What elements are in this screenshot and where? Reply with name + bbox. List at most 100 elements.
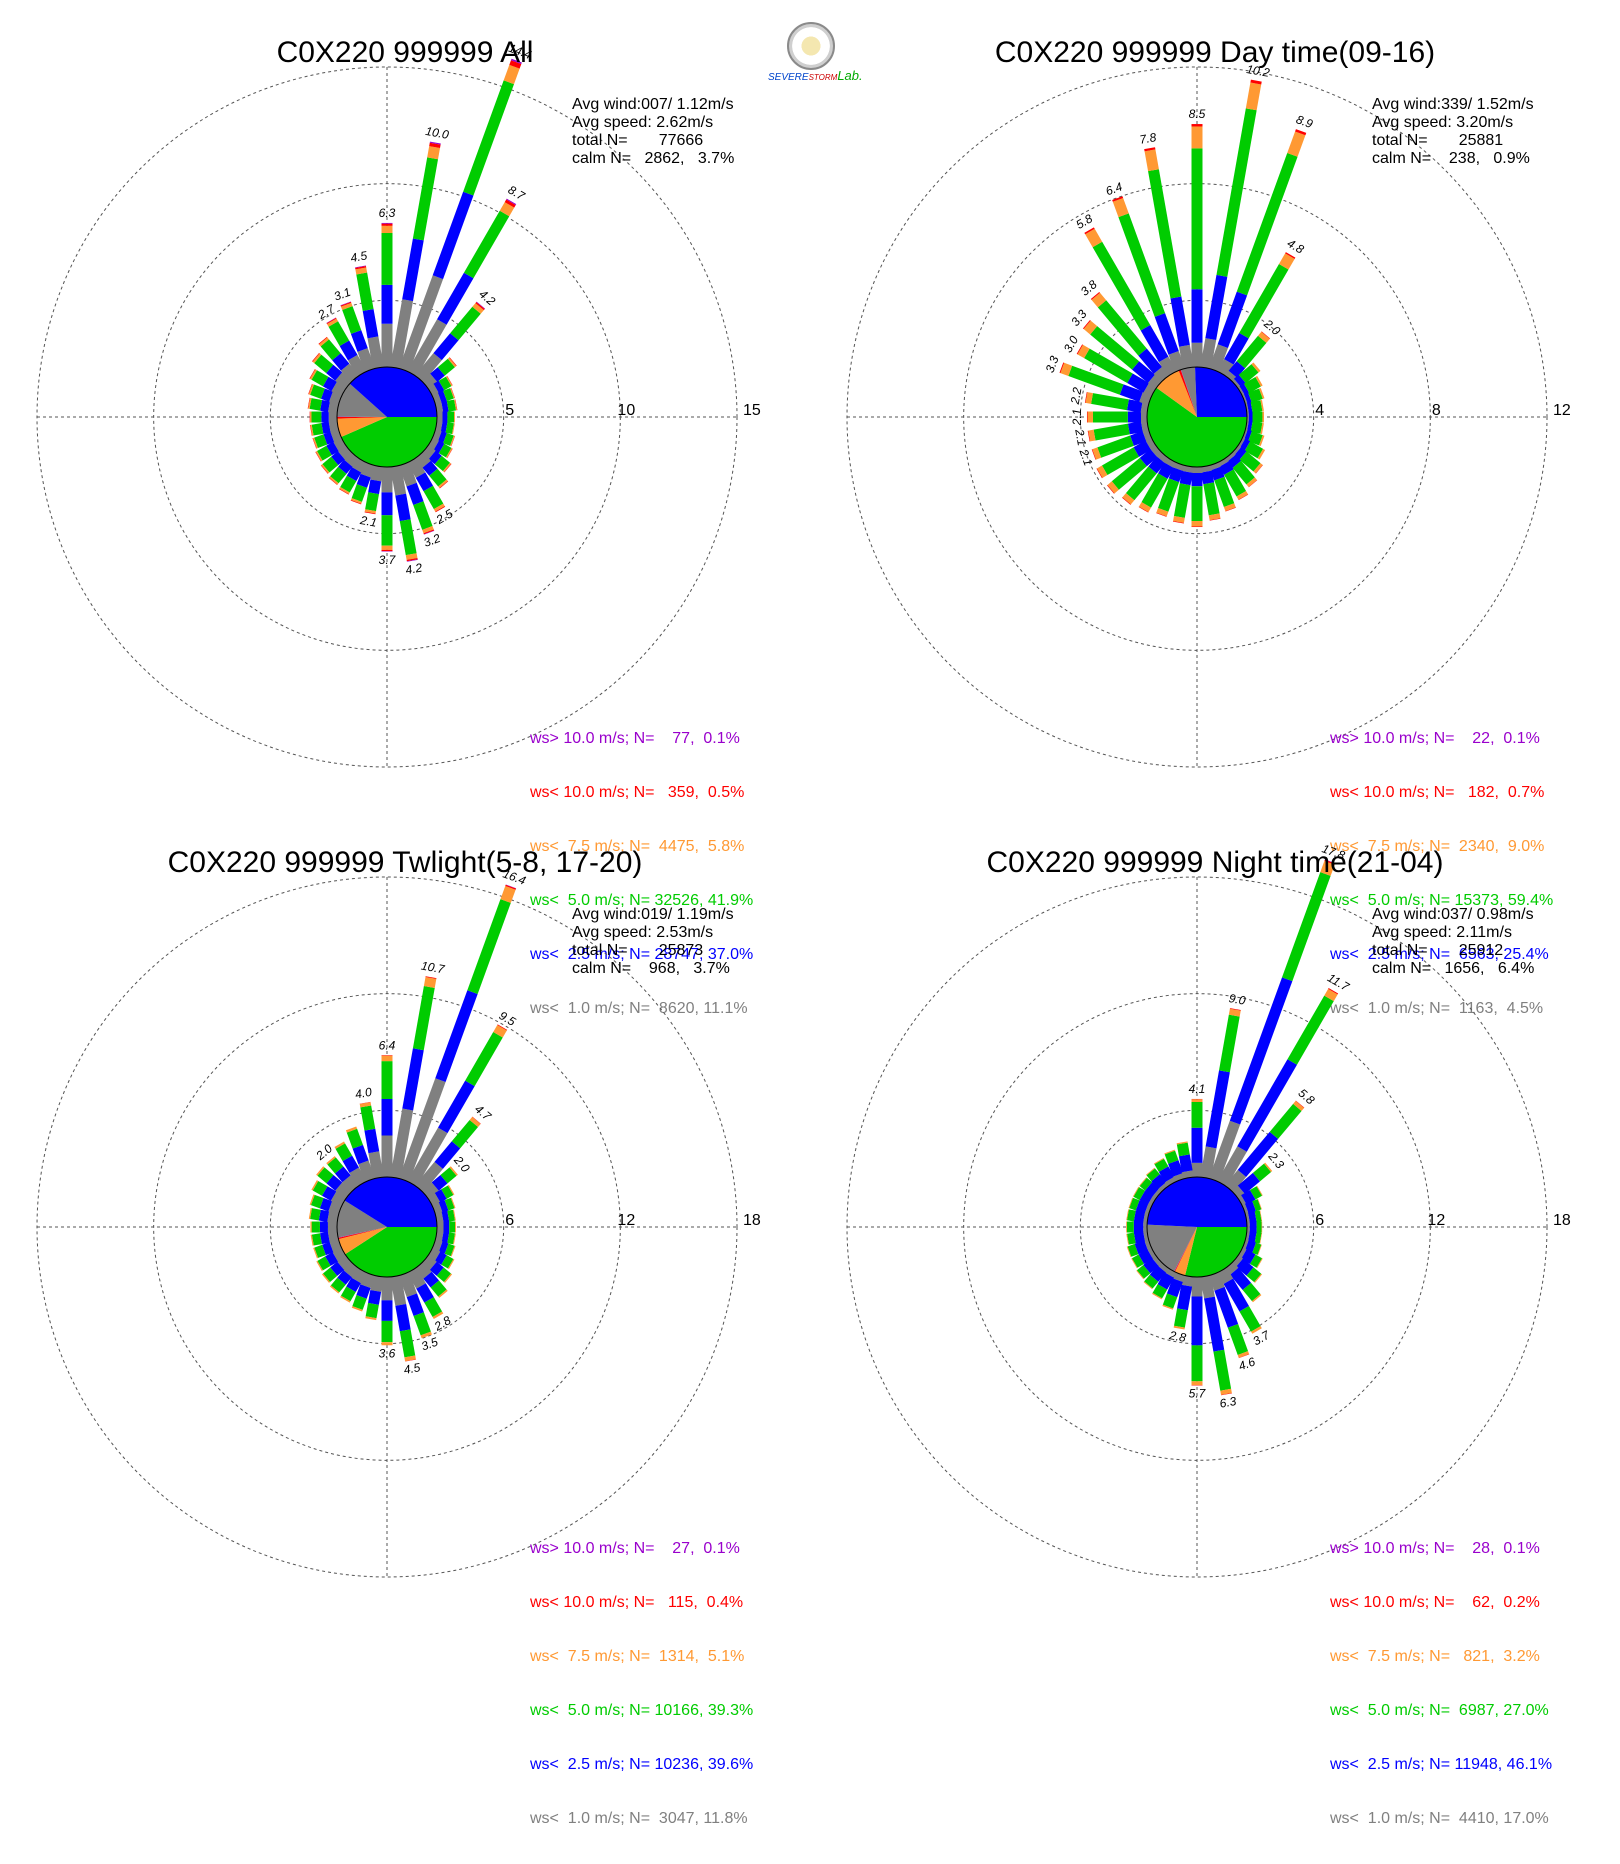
bar-segment	[1143, 1182, 1148, 1186]
bar-segment	[1268, 1167, 1269, 1168]
bar-segment	[480, 305, 481, 306]
bar-segment	[371, 1304, 373, 1317]
bar-segment	[443, 1216, 449, 1217]
avg-speed-text: Avg speed: 2.53m/s	[572, 924, 734, 942]
bar-segment	[453, 1170, 454, 1171]
bar-segment	[1148, 1278, 1154, 1285]
bar-segment	[348, 455, 355, 463]
bar-segment	[425, 378, 433, 385]
bar-segment	[320, 1170, 321, 1171]
bar-segment	[1178, 517, 1179, 522]
total-n-text: total N= 77666	[572, 132, 734, 150]
bar-segment	[447, 1203, 453, 1205]
bar-segment	[362, 476, 366, 486]
bar-segment	[1140, 1269, 1146, 1274]
bar-segment	[1148, 1285, 1149, 1286]
bar-segment	[352, 470, 357, 479]
bar-segment	[1258, 381, 1260, 382]
bar-segment	[427, 528, 428, 531]
bar-segment	[434, 1207, 441, 1209]
bar-segment	[1219, 1351, 1226, 1390]
bar-segment	[1144, 505, 1147, 509]
bar-segment	[1297, 1104, 1299, 1107]
bar-segment	[339, 1170, 346, 1179]
bar-segment	[438, 194, 468, 278]
bar-segment	[451, 1264, 452, 1265]
bar-segment	[1250, 1271, 1258, 1277]
bar-segment	[1261, 440, 1263, 441]
legend-gt10: ws> 10.0 m/s; N= 77, 0.1%	[530, 730, 753, 748]
bar-segment	[1292, 133, 1300, 155]
bar-segment	[427, 464, 434, 472]
bar-segment	[447, 1249, 453, 1251]
bar-segment	[318, 456, 319, 457]
bar-segment	[346, 305, 347, 308]
bar-segment	[1246, 435, 1250, 437]
bar-segment	[1233, 365, 1241, 375]
bar-segment	[356, 332, 363, 350]
bar-segment	[505, 205, 510, 214]
legend-lt1: ws< 1.0 m/s; N= 4410, 17.0%	[1330, 1810, 1552, 1828]
bar-segment	[313, 374, 315, 375]
ring-tick-label: 12	[1553, 402, 1571, 419]
ring-tick-label: 8	[1432, 402, 1441, 419]
bar-segment	[1100, 470, 1105, 473]
bar-segment	[336, 357, 345, 367]
bar-segment	[1164, 359, 1172, 373]
bar-segment	[342, 463, 348, 470]
bar-segment	[1246, 398, 1250, 400]
bar-segment	[1274, 1107, 1297, 1135]
bar-segment	[329, 446, 336, 450]
bar-segment	[1062, 368, 1070, 371]
bar-segment	[1155, 1259, 1158, 1262]
bar-segment	[448, 1215, 454, 1216]
bar-segment	[1136, 1246, 1146, 1250]
bar-segment	[430, 1198, 437, 1202]
bar-segment	[404, 464, 412, 485]
stats-box: Avg wind:037/ 0.98m/s Avg speed: 2.11m/s…	[1372, 906, 1534, 978]
bar-segment	[321, 1172, 330, 1180]
bar-segment	[1168, 1295, 1172, 1306]
bar-value-label: 10.0	[424, 124, 450, 142]
bar-segment	[1232, 458, 1237, 464]
bar-segment	[314, 1185, 315, 1186]
bar-segment	[401, 1305, 405, 1330]
legend-lt50: ws< 5.0 m/s; N= 10166, 39.3%	[530, 1702, 753, 1720]
bar-segment	[1247, 1286, 1256, 1297]
bar-segment	[315, 1186, 324, 1191]
bar-segment	[430, 442, 436, 445]
bar-segment	[468, 82, 509, 193]
bar-segment	[333, 480, 334, 481]
bar-segment	[313, 1200, 322, 1203]
bar-segment	[429, 1300, 437, 1314]
bar-segment	[1254, 1204, 1259, 1206]
bar-segment	[332, 321, 334, 324]
bar-segment	[1146, 388, 1153, 392]
bar-segment	[433, 147, 435, 158]
bar-segment	[313, 1239, 321, 1240]
speed-legend: ws> 10.0 m/s; N= 28, 0.1% ws< 10.0 m/s; …	[1330, 1504, 1552, 1864]
bar-segment	[1211, 276, 1222, 339]
bar-segment	[454, 310, 476, 336]
bar-segment	[436, 407, 442, 408]
bar-segment	[1170, 1180, 1172, 1184]
total-n-text: total N= 25873	[572, 942, 734, 960]
bar-segment	[1132, 436, 1144, 441]
bar-segment	[1153, 460, 1161, 470]
bar-segment	[448, 1238, 454, 1239]
bar-segment	[1141, 1254, 1150, 1259]
bar-segment	[1090, 232, 1097, 245]
bar-segment	[1135, 1216, 1144, 1218]
bar-segment	[329, 407, 338, 409]
bar-segment	[440, 396, 445, 398]
bar-segment	[373, 1291, 375, 1304]
bar-segment	[325, 1278, 326, 1279]
avg-speed-text: Avg speed: 2.62m/s	[572, 114, 734, 132]
bar-segment	[1256, 81, 1257, 84]
bar-segment	[330, 1179, 339, 1186]
bar-segment	[433, 1266, 440, 1272]
bar-segment	[1162, 1275, 1169, 1287]
legend-lt10: ws< 10.0 m/s; N= 182, 0.7%	[1330, 784, 1553, 802]
logo-text: SEVERESTORMLab.	[768, 68, 863, 83]
bar-segment	[1138, 1205, 1147, 1208]
